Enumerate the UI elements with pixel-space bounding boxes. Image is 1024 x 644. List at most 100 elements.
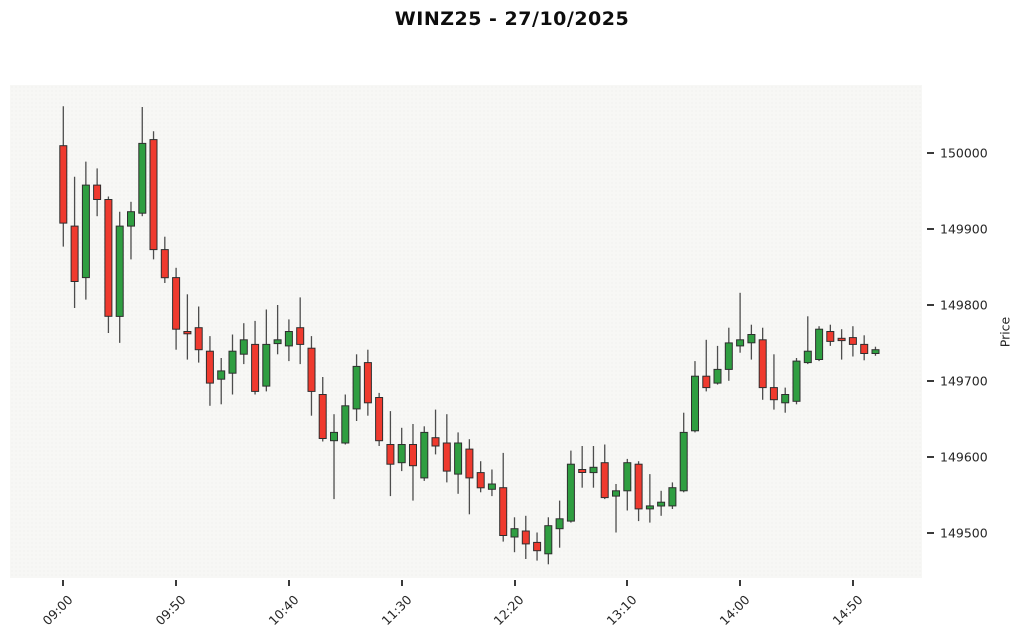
candle-body-up [284, 331, 293, 347]
candle [691, 361, 699, 433]
candle [81, 161, 90, 300]
y-tick-mark [927, 531, 934, 534]
x-tick-mark [175, 580, 178, 586]
candle-body-down [160, 249, 169, 279]
x-tick-label: 09:50 [152, 592, 189, 629]
x-tick-mark [739, 580, 742, 586]
candle [115, 211, 124, 343]
candle-body-down [848, 337, 857, 345]
candle [792, 358, 801, 405]
candle-body-up [115, 225, 124, 317]
candle [420, 426, 429, 481]
candle-body-down [465, 448, 474, 479]
candle [138, 107, 147, 217]
candle [454, 432, 463, 494]
candle-body-up [623, 462, 632, 492]
candle [668, 482, 677, 509]
candle [273, 305, 282, 355]
candle [781, 387, 790, 413]
candle-body-up [724, 342, 733, 370]
candle [736, 292, 745, 353]
candle [487, 469, 496, 497]
candle-body-down [386, 444, 395, 465]
candle [284, 319, 293, 362]
candle-body-up [566, 463, 575, 522]
candle [318, 377, 327, 442]
candle-body-down [59, 145, 68, 224]
candle [149, 131, 158, 260]
y-tick-mark [927, 228, 934, 231]
candle-body-up [397, 444, 406, 464]
candle-body-down [104, 199, 113, 317]
candle [409, 424, 417, 501]
candle [499, 452, 508, 542]
plot-area [10, 85, 922, 578]
candle-body-up [217, 370, 226, 380]
candle-body-up [657, 501, 666, 507]
candle-body-up [81, 184, 90, 279]
candle [702, 339, 711, 392]
candle [341, 394, 350, 445]
candle-body-up [239, 339, 248, 355]
candle [600, 444, 609, 500]
candle-body-down [375, 397, 384, 442]
candle-body-up [330, 431, 338, 442]
y-tick-mark [927, 379, 934, 382]
candle-body-down [600, 462, 609, 499]
candle-body-down [205, 350, 214, 384]
candle [251, 320, 260, 395]
candle-body-down [837, 337, 846, 342]
candle [59, 106, 68, 247]
candle [634, 461, 643, 522]
candle [397, 427, 406, 472]
candle [871, 346, 880, 356]
candle-body-up [138, 142, 147, 214]
candle [758, 327, 767, 400]
x-tick-label: 13:10 [603, 592, 640, 629]
candle-body-up [487, 483, 496, 490]
candle [296, 297, 305, 365]
y-tick-label: 149700 [940, 373, 988, 389]
x-tick-label: 14:00 [716, 592, 753, 629]
candle-body-down [70, 225, 79, 283]
candle [589, 446, 598, 488]
candle-body-down [251, 343, 260, 392]
candle [352, 354, 361, 421]
candle [679, 412, 688, 493]
x-tick-label: 12:20 [491, 592, 528, 629]
x-tick-label: 11:30 [378, 592, 415, 629]
candle [239, 323, 248, 365]
candle-body-down [318, 394, 327, 439]
x-tick-label: 14:50 [829, 592, 866, 629]
candle [657, 490, 666, 516]
candle [307, 336, 316, 416]
x-tick-mark [62, 580, 65, 586]
candle-body-down [307, 347, 316, 392]
candle-body-up [803, 350, 812, 364]
candle [262, 309, 271, 392]
candle-body-down [431, 437, 440, 447]
candle [815, 326, 824, 362]
candle-body-down [826, 331, 835, 342]
candle [375, 392, 384, 446]
candle [860, 335, 869, 361]
candle-body-up [454, 442, 463, 475]
candle [172, 267, 181, 350]
candle-body-down [499, 487, 508, 537]
candle-body-up [736, 339, 745, 347]
y-tick-label: 149800 [940, 297, 988, 313]
candle [104, 196, 113, 333]
candle [826, 324, 835, 346]
candle-body-down [521, 530, 530, 545]
x-tick-label: 09:00 [39, 592, 76, 629]
candle-body-up [127, 211, 135, 227]
candle-body-up [262, 343, 271, 387]
candle-body-down [634, 463, 643, 510]
candle-body-down [172, 277, 181, 330]
candle-body-down [409, 444, 417, 467]
y-tick-mark [927, 304, 934, 306]
x-tick-mark [400, 580, 403, 586]
candle-body-up [713, 368, 722, 384]
candle-body-up [668, 487, 677, 507]
candle [566, 450, 575, 523]
